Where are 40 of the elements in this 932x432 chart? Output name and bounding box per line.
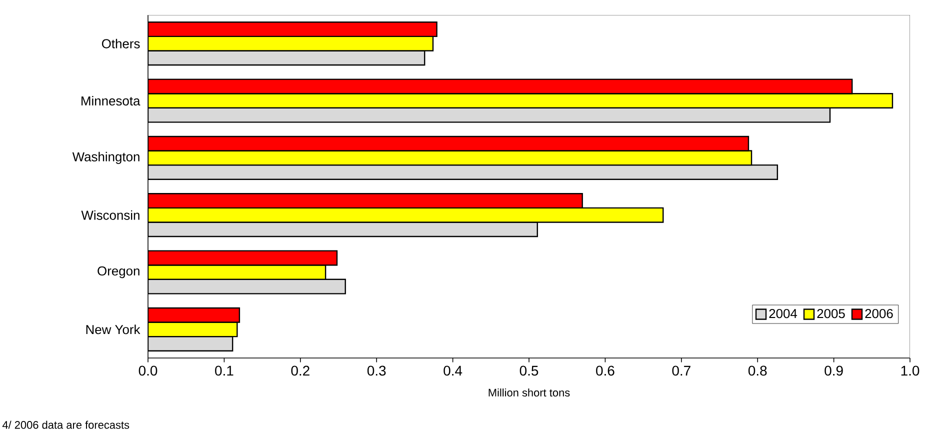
x-tick-label: 0.5	[520, 366, 538, 376]
x-tick-label: 0.9	[824, 366, 843, 376]
bar	[148, 250, 338, 266]
bar	[148, 336, 234, 352]
bar	[148, 150, 752, 166]
bar	[148, 22, 438, 38]
bar	[148, 193, 583, 209]
x-tick-label: 1.0	[901, 366, 920, 376]
text: 4/ 2006 data are forecasts	[2, 420, 130, 429]
y-tick-label: Others	[102, 38, 140, 48]
bar	[148, 264, 326, 280]
bar	[148, 164, 778, 180]
bar	[148, 36, 434, 52]
x-tick-label: 0.4	[444, 366, 462, 376]
x-tick-label: 0.3	[367, 366, 386, 376]
bar	[148, 307, 240, 323]
legend-label: 2004	[769, 308, 798, 318]
bar	[148, 136, 750, 152]
y-tick-label: Minnesota	[82, 96, 140, 106]
x-tick-label: 0.8	[748, 366, 767, 376]
bar	[148, 222, 538, 238]
y-tick-label: Washington	[72, 152, 140, 164]
bar	[148, 93, 894, 108]
bar	[148, 278, 346, 294]
y-tick-label: Oregon	[98, 266, 140, 278]
bar	[148, 107, 831, 123]
y-tick-label: Wisconsin	[81, 210, 140, 220]
y-tick-label: New York	[86, 324, 140, 334]
bar	[148, 78, 853, 94]
x-tick-label: 0.0	[138, 366, 158, 376]
x-tick-label: 0.7	[672, 366, 690, 376]
x-tick-label: 0.6	[596, 366, 614, 376]
x-tick-label: 0.1	[215, 366, 234, 376]
legend-label: 2005	[817, 308, 845, 318]
bar	[148, 50, 426, 66]
x-axis-title: Million short tons	[488, 388, 570, 397]
bar	[148, 207, 664, 223]
x-tick-label: 0.2	[291, 366, 310, 376]
bar	[148, 322, 238, 338]
legend-label: 2006	[865, 308, 893, 318]
